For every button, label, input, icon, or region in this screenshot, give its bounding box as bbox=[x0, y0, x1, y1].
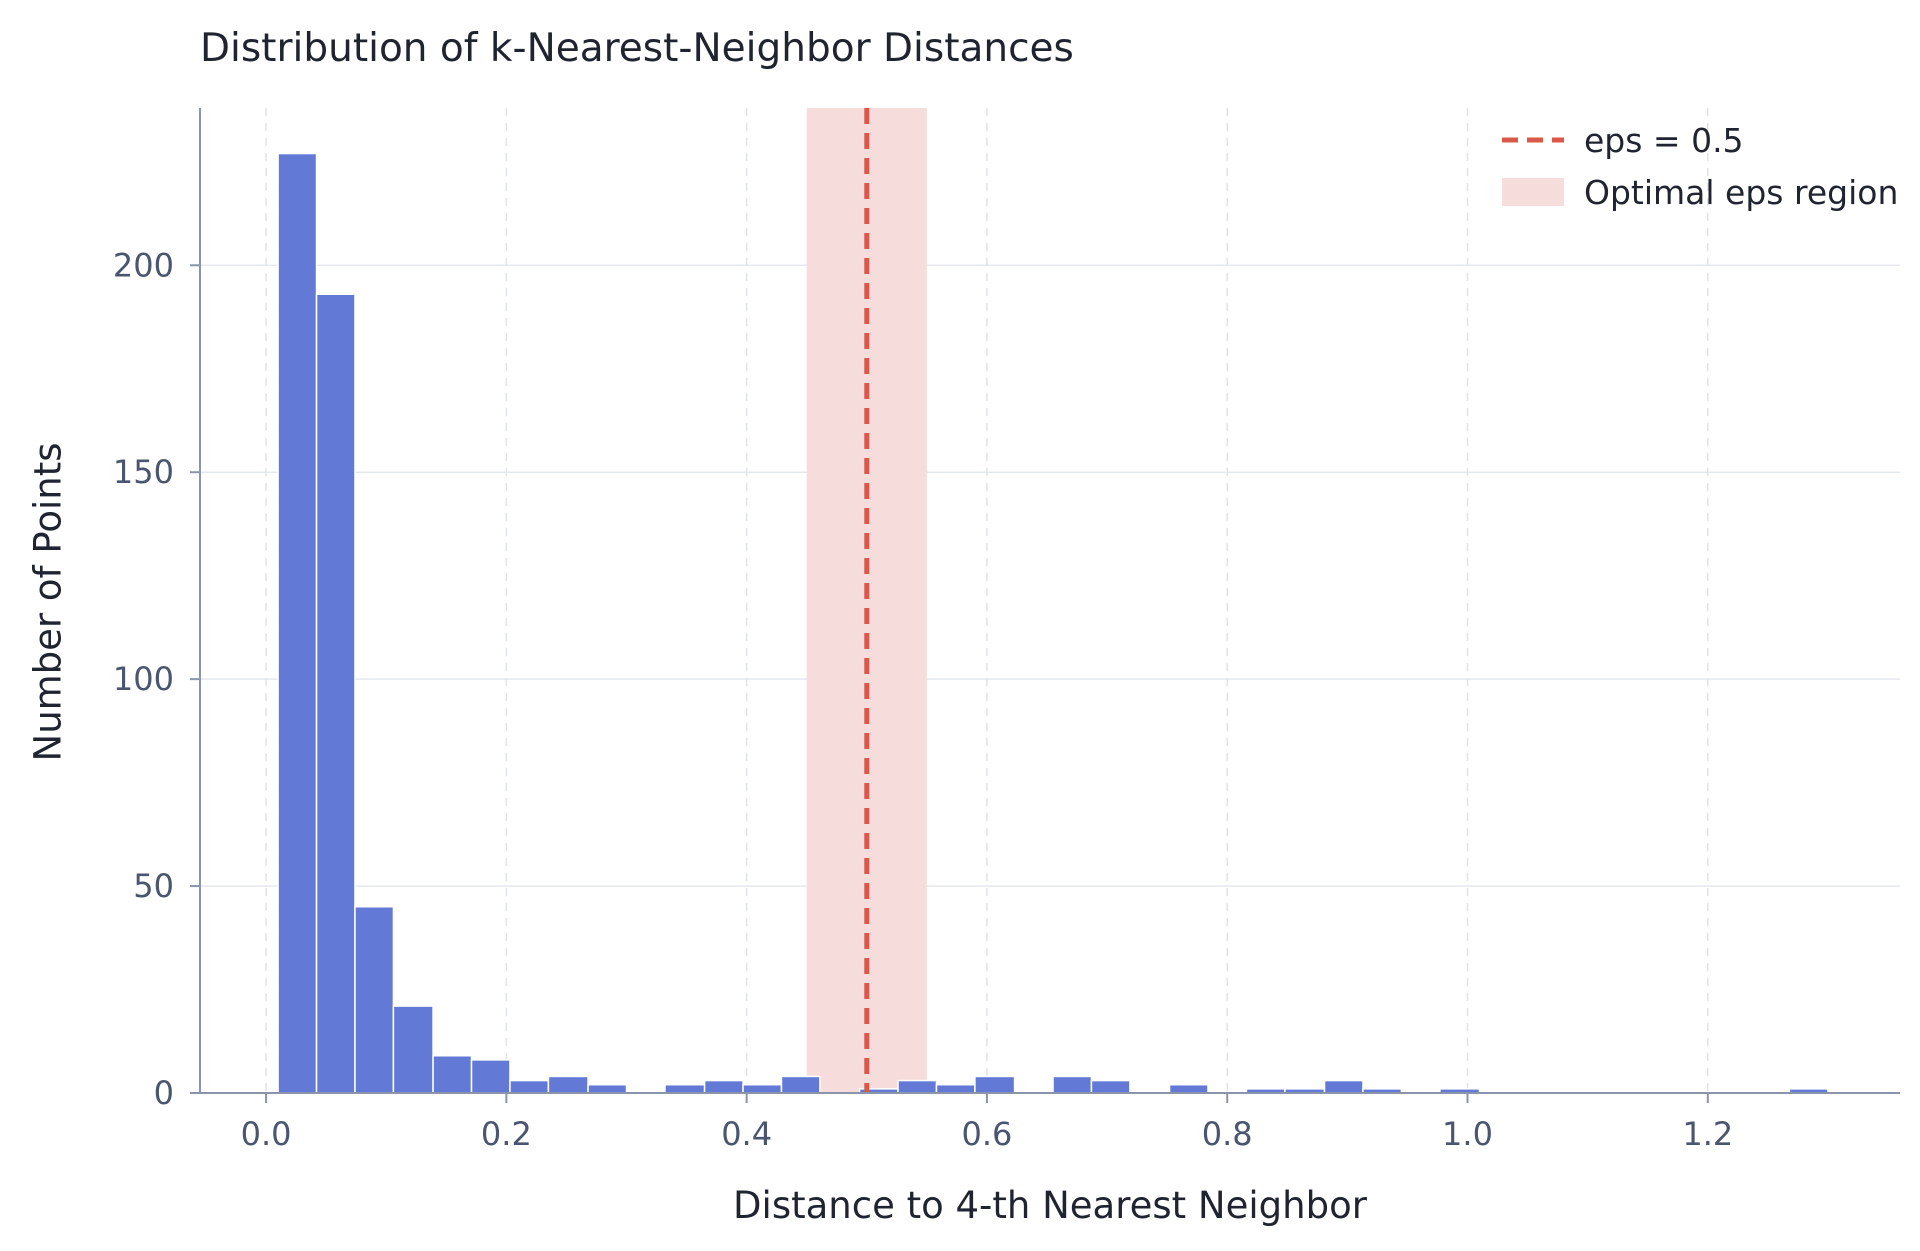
legend-region-swatch bbox=[1502, 178, 1564, 206]
y-tick-label: 200 bbox=[113, 246, 174, 284]
legend: eps = 0.5 Optimal eps region bbox=[1502, 121, 1898, 212]
histogram-bar bbox=[780, 1075, 821, 1094]
x-tick-label: 0.0 bbox=[241, 1115, 292, 1153]
histogram-bar bbox=[897, 1079, 938, 1094]
legend-region-label: Optimal eps region bbox=[1584, 173, 1898, 212]
y-tick-label: 50 bbox=[133, 867, 174, 905]
histogram-bar bbox=[547, 1075, 589, 1094]
histogram-bar bbox=[509, 1079, 550, 1094]
histogram-bar bbox=[1090, 1079, 1131, 1094]
legend-eps-label: eps = 0.5 bbox=[1584, 121, 1744, 160]
grid-layer bbox=[200, 108, 1900, 1093]
y-tick-label: 0 bbox=[154, 1074, 174, 1112]
histogram-bar bbox=[1323, 1079, 1364, 1094]
histogram-bar bbox=[974, 1075, 1016, 1094]
x-axis-label: Distance to 4-th Nearest Neighbor bbox=[733, 1184, 1367, 1227]
histogram-bar bbox=[935, 1083, 976, 1094]
axes-layer bbox=[199, 108, 1900, 1094]
histogram-bar bbox=[315, 293, 356, 1094]
histogram-bar bbox=[703, 1079, 744, 1094]
histogram-bar bbox=[742, 1083, 783, 1094]
bars-layer bbox=[277, 152, 1829, 1094]
histogram-bar bbox=[587, 1083, 628, 1094]
chart-title: Distribution of k-Nearest-Neighbor Dista… bbox=[200, 26, 1074, 71]
x-tick-label: 0.6 bbox=[961, 1115, 1012, 1153]
histogram-bar bbox=[1052, 1075, 1093, 1094]
x-tick-label: 0.8 bbox=[1202, 1115, 1253, 1153]
histogram-bar bbox=[470, 1059, 511, 1094]
x-tick-label: 0.2 bbox=[481, 1115, 532, 1153]
histogram-bar bbox=[1168, 1083, 1209, 1094]
histogram-bar bbox=[392, 1005, 434, 1094]
x-tick-label: 0.4 bbox=[721, 1115, 772, 1153]
ticks-layer: 0 50 100 150 200 0.0 0.2 0.4 0.6 0.8 1.0 1.2 bbox=[113, 246, 1733, 1153]
histogram-bar bbox=[664, 1083, 706, 1094]
y-tick-label: 100 bbox=[113, 660, 174, 698]
histogram-bar bbox=[354, 906, 395, 1094]
x-tick-label: 1.2 bbox=[1682, 1115, 1733, 1153]
x-tick-label: 1.0 bbox=[1442, 1115, 1493, 1153]
y-tick-label: 150 bbox=[113, 453, 174, 491]
histogram-bar bbox=[277, 152, 318, 1094]
histogram-bar bbox=[432, 1055, 473, 1094]
